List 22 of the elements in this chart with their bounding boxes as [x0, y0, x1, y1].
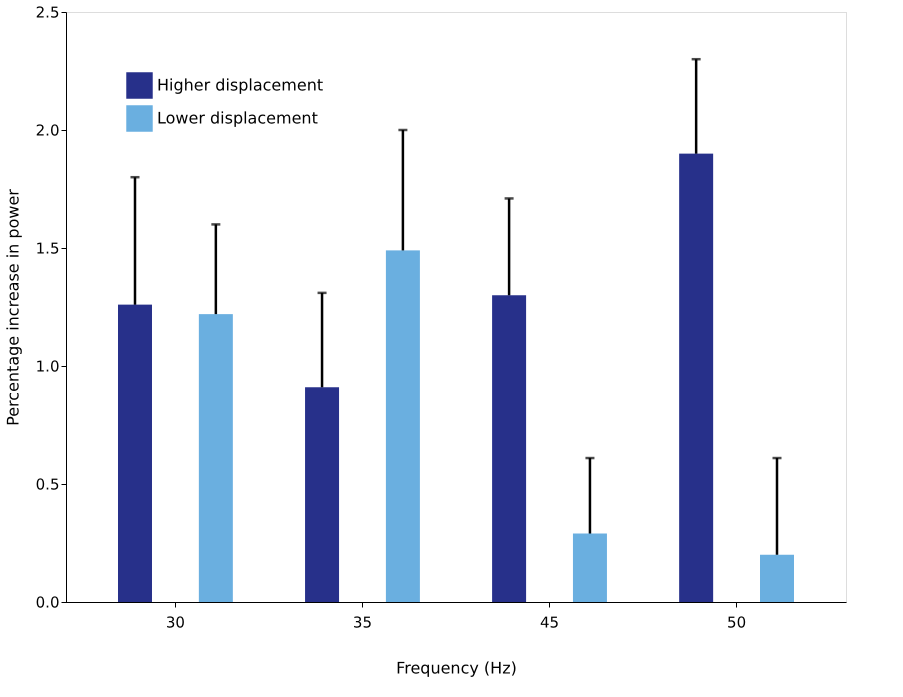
x-tick-label: 30	[166, 614, 185, 632]
bar	[572, 534, 607, 602]
bar	[492, 295, 526, 602]
y-axis-title: Percentage increase in power	[4, 188, 23, 426]
y-tick-label: 2.5	[36, 4, 60, 22]
bar	[386, 250, 420, 602]
bar	[118, 304, 152, 602]
x-axis-title: Frequency (Hz)	[396, 658, 517, 678]
y-tick-label: 1.0	[36, 358, 60, 376]
legend-label: Higher displacement	[157, 76, 324, 94]
y-tick-label: 0.0	[36, 594, 60, 612]
x-tick-label: 45	[540, 614, 560, 632]
x-tick-label: 35	[352, 614, 372, 632]
bar	[679, 154, 714, 602]
y-tick-label: 2.0	[36, 122, 60, 140]
x-tick-label: 50	[727, 614, 746, 632]
y-tick-label: 0.5	[36, 476, 60, 494]
y-tick-label: 1.5	[36, 240, 60, 258]
bar	[305, 387, 340, 602]
bar	[760, 554, 794, 602]
legend-label: Lower displacement	[157, 108, 318, 128]
bar	[198, 314, 233, 602]
